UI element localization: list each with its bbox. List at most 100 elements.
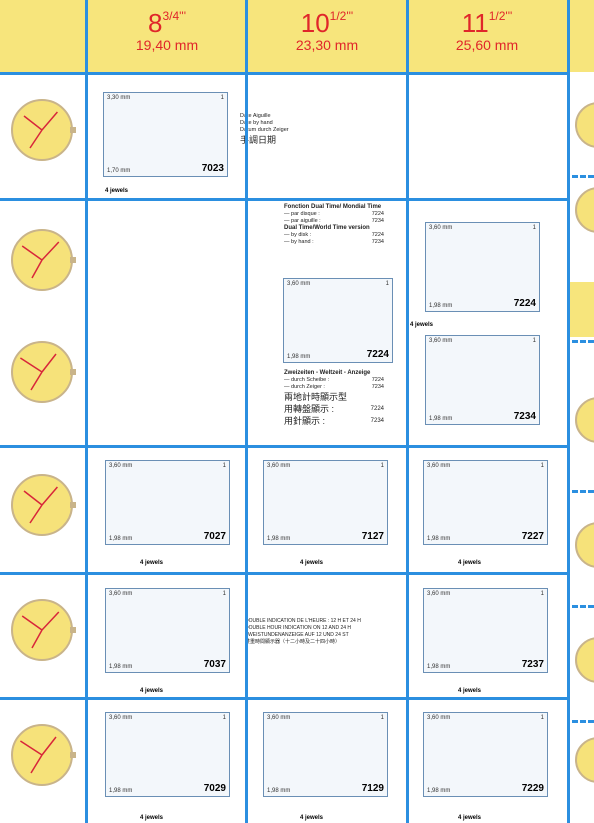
dial-hand bbox=[23, 490, 43, 506]
base: 1,98 mm bbox=[109, 664, 133, 670]
dash-line bbox=[572, 175, 594, 178]
dial-hand bbox=[30, 371, 43, 391]
grid-line bbox=[85, 0, 88, 823]
dial bbox=[11, 599, 73, 661]
note-value: 7234 bbox=[371, 239, 384, 245]
caliber: 7029 bbox=[203, 783, 226, 794]
dial-hand bbox=[41, 486, 58, 506]
height: 3,60 mm bbox=[109, 463, 133, 469]
dial bbox=[11, 341, 73, 403]
note-double-hour: DOUBLE INDICATION DE L'HEURE : 12 H ET 2… bbox=[245, 618, 405, 646]
dial-hand bbox=[31, 629, 43, 649]
fraction: 1/2''' bbox=[488, 9, 513, 23]
dial-hand bbox=[29, 129, 43, 149]
caliber: 7224 bbox=[513, 298, 536, 309]
base: 1,98 mm bbox=[427, 664, 451, 670]
diameter: 23,30 mm bbox=[295, 37, 359, 53]
grid-line bbox=[0, 445, 567, 448]
jewels: 4 jewels bbox=[410, 322, 434, 328]
count: 1 bbox=[380, 463, 384, 469]
jewels: 4 jewels bbox=[105, 188, 129, 194]
note-value: 7234 bbox=[371, 384, 384, 390]
grid-line bbox=[0, 697, 567, 700]
dial-hand bbox=[19, 357, 43, 373]
note-line: Datum durch Zeiger bbox=[240, 127, 289, 133]
column-header: 83/4''' 19,40 mm bbox=[88, 8, 246, 53]
note-dual-time-2: Zweizeiten - Weltzeit - Anzeige — durch … bbox=[284, 370, 384, 427]
movement-card: 3,60 mm 1 1,98 mm 7234 bbox=[425, 335, 540, 425]
note-row: — durch Scheibe : 7224 bbox=[284, 377, 384, 384]
height: 3,60 mm bbox=[267, 715, 291, 721]
height: 3,60 mm bbox=[429, 338, 453, 344]
count: 1 bbox=[385, 281, 389, 287]
dial bbox=[11, 99, 73, 161]
count: 1 bbox=[540, 715, 544, 721]
height: 3,60 mm bbox=[267, 463, 291, 469]
grid-line bbox=[0, 72, 567, 75]
movement-card: 3,60 mm 1 1,98 mm 7237 bbox=[423, 588, 548, 673]
caliber: 7023 bbox=[201, 163, 224, 174]
side-dial bbox=[575, 397, 594, 443]
size: 8 bbox=[147, 8, 163, 38]
height: 3,60 mm bbox=[427, 463, 451, 469]
dial-hand bbox=[31, 259, 43, 279]
note-title: Dual Time/World Time version bbox=[284, 225, 370, 231]
caliber: 7227 bbox=[521, 531, 544, 542]
height: 3,60 mm bbox=[287, 281, 311, 287]
note-row: 用針顯示 : 7234 bbox=[284, 415, 384, 427]
note-line: Date Aiguille bbox=[240, 113, 271, 119]
dial-hand bbox=[21, 245, 43, 261]
note-row: — durch Zeiger : 7234 bbox=[284, 384, 384, 391]
base: 1,98 mm bbox=[429, 303, 453, 309]
caliber: 7129 bbox=[361, 783, 384, 794]
jewels: 4 jewels bbox=[140, 560, 164, 566]
column-header: 101/2''' 23,30 mm bbox=[248, 8, 406, 53]
count: 1 bbox=[222, 715, 226, 721]
note-line: 雙重時間顯示器（十二小時及二十四小時） bbox=[245, 639, 341, 645]
base: 1,98 mm bbox=[427, 536, 451, 542]
diameter: 25,60 mm bbox=[455, 37, 519, 53]
crown bbox=[70, 257, 76, 263]
movement-card: 3,60 mm 1 1,98 mm 7224 bbox=[283, 278, 393, 363]
base: 1,98 mm bbox=[109, 536, 133, 542]
note-value: 7234 bbox=[371, 218, 384, 224]
note-text: — durch Scheibe : bbox=[284, 377, 330, 383]
dash-line bbox=[572, 490, 594, 493]
caliber: 7234 bbox=[513, 411, 536, 422]
jewels: 4 jewels bbox=[458, 560, 482, 566]
jewels: 4 jewels bbox=[140, 815, 164, 821]
height: 3,60 mm bbox=[109, 591, 133, 597]
crown bbox=[70, 627, 76, 633]
dial-hand bbox=[41, 111, 58, 131]
movement-card: 3,60 mm 1 1,98 mm 7027 bbox=[105, 460, 230, 545]
dial-hand bbox=[41, 736, 57, 756]
base: 1,98 mm bbox=[109, 788, 133, 794]
crown bbox=[70, 752, 76, 758]
dial-hand bbox=[19, 740, 43, 756]
height: 3,60 mm bbox=[429, 225, 453, 231]
fraction: 1/2''' bbox=[329, 9, 354, 23]
height: 3,60 mm bbox=[427, 591, 451, 597]
note-text: 用轉盤顯示 : bbox=[284, 404, 335, 414]
note-row: — par disque : 7224 bbox=[284, 211, 384, 218]
note-line: Date by hand bbox=[240, 120, 273, 126]
grid-line bbox=[245, 0, 248, 823]
note-text: — par disque : bbox=[284, 211, 320, 217]
note-dual-time: Fonction Dual Time/ Mondial Time — par d… bbox=[284, 204, 384, 246]
dial-hand bbox=[21, 615, 43, 631]
dial-hand bbox=[41, 611, 60, 631]
height: 3,30 mm bbox=[107, 95, 131, 101]
movement-card: 3,60 mm 1 1,98 mm 7129 bbox=[263, 712, 388, 797]
note-line: ZWEISTUNDENANZEIGE AUF 12 UND 24 ST bbox=[245, 632, 349, 638]
note-line: DOUBLE HOUR INDICATION ON 12 AND 24 H bbox=[245, 625, 352, 631]
note-line: 手調日期 bbox=[240, 135, 277, 145]
note-row: — by disk : 7224 bbox=[284, 232, 384, 239]
movement-card: 3,60 mm 1 1,98 mm 7037 bbox=[105, 588, 230, 673]
height: 3,60 mm bbox=[427, 715, 451, 721]
note-date-hand: Date Aiguille Date by hand Datum durch Z… bbox=[240, 113, 300, 146]
base: 1,98 mm bbox=[287, 354, 311, 360]
caliber: 7027 bbox=[203, 531, 226, 542]
dash-line bbox=[572, 340, 594, 343]
column-header: 111/2''' 25,60 mm bbox=[408, 8, 566, 53]
